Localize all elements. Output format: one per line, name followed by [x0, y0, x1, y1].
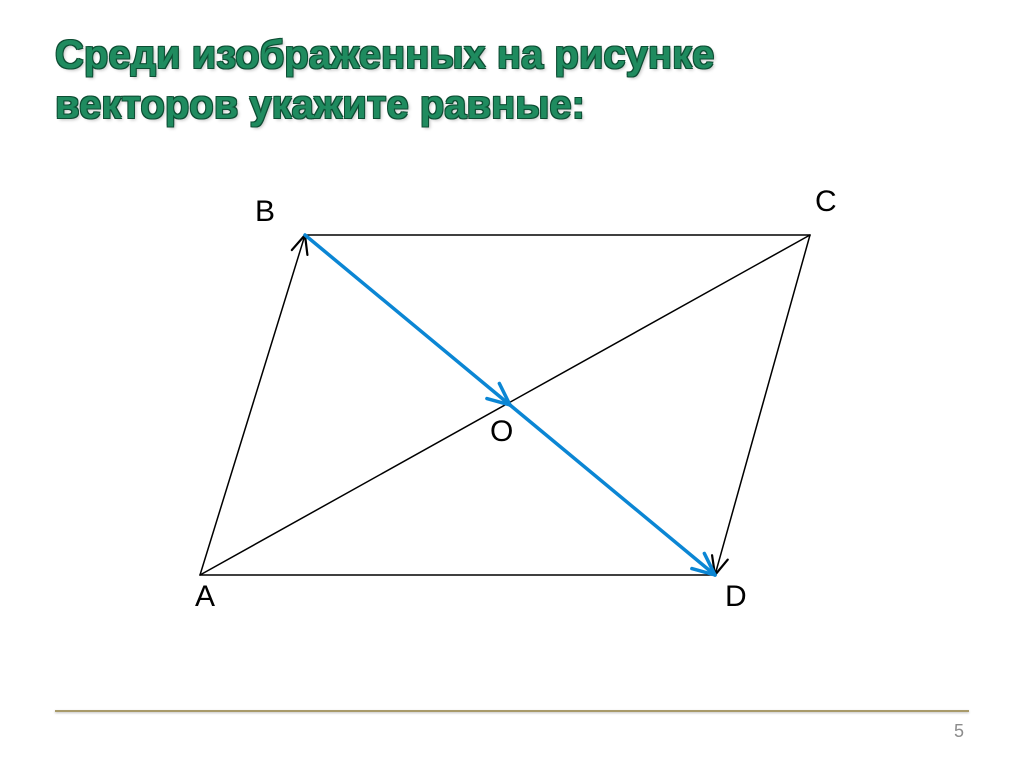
vector-diagram: A B C D O — [140, 175, 860, 645]
parallelogram-svg — [140, 175, 860, 645]
slide-title: Среди изображенных на рисунке векторов у… — [55, 30, 905, 130]
label-b: B — [255, 195, 275, 229]
page-number: 5 — [954, 721, 964, 742]
label-d: D — [725, 580, 747, 614]
footer-divider — [55, 710, 969, 712]
label-a: A — [195, 580, 215, 614]
label-c: C — [815, 185, 837, 219]
label-o: O — [490, 415, 513, 449]
